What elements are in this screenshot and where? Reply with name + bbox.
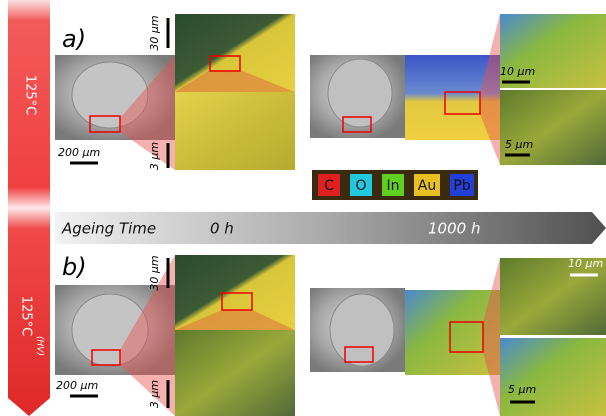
panel-label: a)	[62, 25, 86, 53]
scale-label: 3 µm	[148, 142, 161, 170]
scale-label: 200 µm	[58, 146, 100, 159]
scale-label: 30 µm	[148, 15, 161, 50]
zoom-cone	[480, 14, 500, 165]
edx-map	[175, 330, 295, 416]
edx-map	[175, 92, 295, 170]
temperature-label: 125°C	[19, 296, 34, 336]
timeline-title: Ageing Time	[61, 220, 156, 238]
scale-label: 10 µm	[568, 257, 603, 270]
legend-label: Pb	[453, 178, 470, 194]
zoom-cone	[483, 258, 500, 416]
panel-label: b)	[62, 253, 87, 281]
legend-label: C	[324, 178, 334, 194]
temperature-label: 125°C	[23, 75, 38, 115]
scale-label: 5 µm	[505, 138, 533, 151]
figure: 125°C 125°C (HV) Ageing Time 0 h 1000 h …	[0, 0, 606, 416]
temperature-note: (HV)	[35, 336, 45, 356]
solder-ball	[330, 294, 394, 366]
legend-label: O	[355, 178, 366, 194]
scale-label: 10 µm	[500, 65, 535, 78]
timeline-end: 1000 h	[428, 220, 480, 238]
legend-label: In	[386, 178, 399, 194]
scale-label: 200 µm	[56, 379, 98, 392]
panel-b: b) 200 µm 30 µm 3 µm 10 µm 5 µm	[55, 253, 606, 416]
panel-a: a) 200 µm 30 µm 3 µm 10 µm 5 µm	[55, 14, 606, 170]
timeline-start: 0 h	[210, 220, 234, 238]
scale-label: 3 µm	[148, 380, 161, 408]
legend-label: Au	[418, 178, 436, 194]
edx-map	[500, 338, 606, 416]
scale-label: 30 µm	[148, 255, 161, 290]
scale-label: 5 µm	[508, 383, 536, 396]
